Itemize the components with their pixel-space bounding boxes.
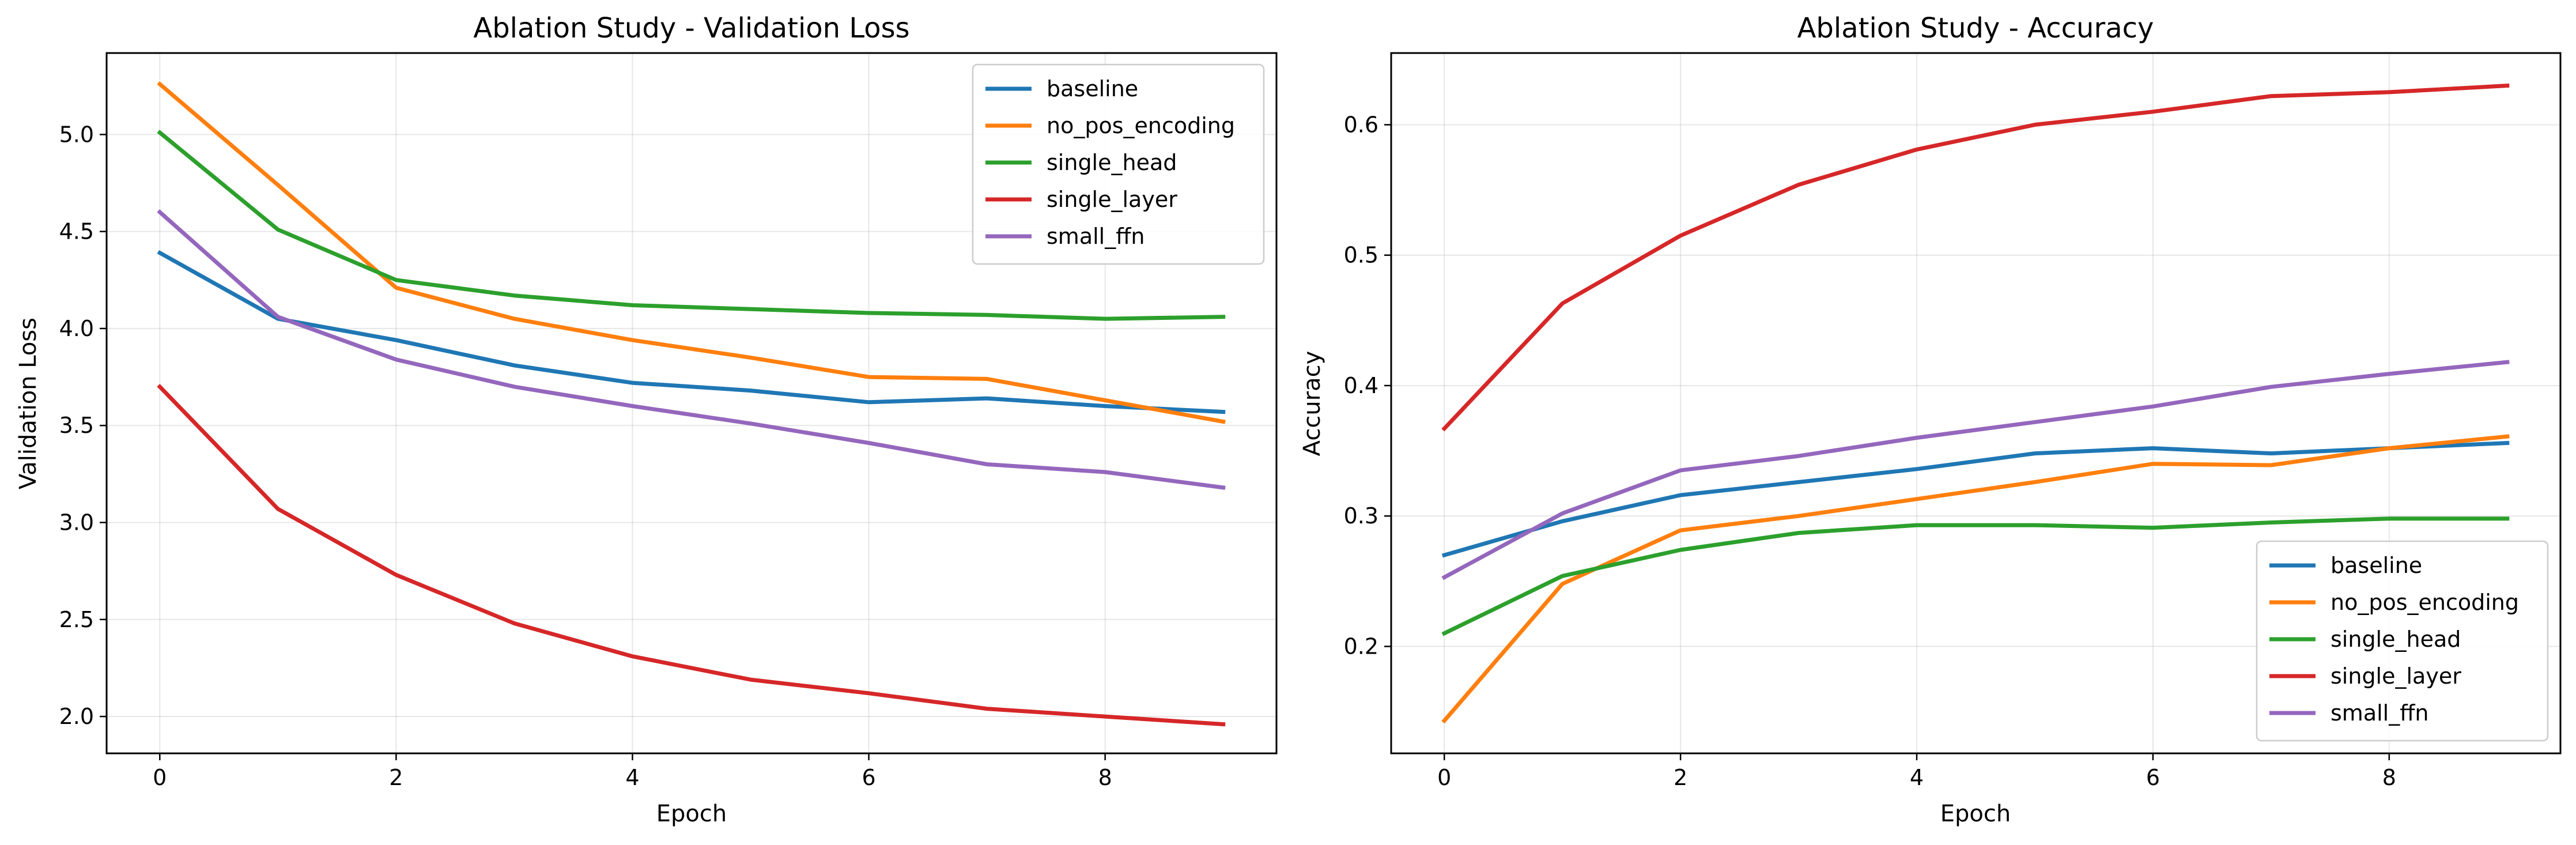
loss-x-tick-label: 6 bbox=[862, 765, 875, 790]
loss-y-tick-label: 5.0 bbox=[59, 122, 94, 147]
accuracy-series-small-ffn-line bbox=[1441, 360, 2510, 580]
accuracy-series-no-pos-encoding-line bbox=[1441, 434, 2510, 724]
accuracy-x-tick-label: 8 bbox=[2382, 765, 2396, 790]
accuracy-grid bbox=[1391, 53, 2560, 753]
accuracy-y-tick-label: 0.3 bbox=[1344, 503, 1378, 529]
loss-y-tick-label: 2.5 bbox=[59, 607, 94, 632]
loss-legend-box bbox=[972, 63, 1265, 265]
loss-x-tick-label: 2 bbox=[389, 765, 403, 790]
loss-y-tick-label: 4.0 bbox=[59, 316, 94, 341]
loss-chart-panel: Ablation Study - Validation Loss 0 2 4 6 8 2.… bbox=[15, 12, 1278, 827]
accuracy-series-baseline-line bbox=[1441, 440, 2510, 558]
accuracy-y-tick-label: 0.4 bbox=[1344, 373, 1378, 398]
accuracy-legend-label-no-pos-encoding: no_pos_encoding bbox=[2331, 590, 2519, 615]
loss-series-small-ffn-line bbox=[157, 209, 1226, 490]
loss-legend-label-baseline: baseline bbox=[1047, 76, 1138, 101]
accuracy-legend-label-single-head: single_head bbox=[2331, 627, 2461, 652]
accuracy-x-tick-label: 2 bbox=[1674, 765, 1687, 790]
loss-legend-label-single-layer: single_layer bbox=[1047, 187, 1177, 212]
accuracy-x-axis-label: Epoch bbox=[1940, 801, 2011, 827]
loss-legend-label-single-head: single_head bbox=[1047, 150, 1177, 175]
loss-x-tick-label: 8 bbox=[1098, 765, 1112, 790]
loss-series-single-head-line bbox=[157, 130, 1226, 321]
accuracy-series-single-layer-line bbox=[1441, 83, 2510, 432]
accuracy-legend-label-single-layer: single_layer bbox=[2331, 663, 2461, 689]
accuracy-x-tick-label: 0 bbox=[1437, 765, 1451, 790]
loss-series-baseline-line bbox=[157, 250, 1226, 414]
accuracy-y-tick-label: 0.6 bbox=[1344, 112, 1378, 137]
loss-x-tick-label: 4 bbox=[625, 765, 639, 790]
accuracy-chart-panel: Ablation Study - Accuracy 0 2 4 6 8 0.2 0.3 0.4… bbox=[1299, 12, 2562, 827]
accuracy-legend-label-small-ffn: small_ffn bbox=[2331, 700, 2428, 726]
loss-ticks: 0 2 4 6 8 2.0 2.5 3.0 3.5 4.0 4.5 5.0 bbox=[59, 122, 1112, 790]
loss-series-group bbox=[157, 81, 1226, 727]
loss-legend-label-small-ffn: small_ffn bbox=[1047, 224, 1145, 249]
loss-legend-label-no-pos-encoding: no_pos_encoding bbox=[1047, 113, 1235, 138]
loss-series-no-pos-encoding-line bbox=[157, 81, 1226, 424]
accuracy-legend-label-baseline: baseline bbox=[2331, 553, 2422, 578]
loss-legend: baseline no_pos_encoding single_headsingle… bbox=[972, 63, 1265, 265]
loss-chart-title: Ablation Study - Validation Loss bbox=[473, 12, 909, 44]
accuracy-y-axis-label: Accuracy bbox=[1299, 351, 1325, 457]
loss-y-tick-label: 2.0 bbox=[59, 704, 94, 729]
accuracy-y-tick-label: 0.5 bbox=[1344, 243, 1378, 268]
accuracy-chart-title: Ablation Study - Accuracy bbox=[1797, 12, 2154, 44]
accuracy-ticks: 0 2 4 6 8 0.2 0.3 0.4 0.5 0.6 bbox=[1344, 112, 2396, 790]
accuracy-series-group bbox=[1441, 83, 2510, 724]
loss-x-tick-label: 0 bbox=[153, 765, 167, 790]
accuracy-series-single-head-line bbox=[1441, 516, 2510, 636]
accuracy-y-tick-label: 0.2 bbox=[1344, 633, 1378, 659]
loss-x-axis-label: Epoch bbox=[656, 801, 727, 827]
loss-y-axis-label: Validation Loss bbox=[15, 318, 41, 489]
accuracy-legend-box bbox=[2256, 540, 2549, 742]
loss-y-tick-label: 4.5 bbox=[59, 219, 94, 244]
loss-y-tick-label: 3.0 bbox=[59, 510, 94, 535]
loss-series-single-layer-line bbox=[157, 383, 1226, 727]
accuracy-x-tick-label: 4 bbox=[1910, 765, 1924, 790]
accuracy-x-tick-label: 6 bbox=[2146, 765, 2160, 790]
accuracy-plot-frame bbox=[1390, 52, 2562, 755]
accuracy-legend: baseline no_pos_encoding single_headsingle… bbox=[2256, 540, 2549, 742]
loss-y-tick-label: 3.5 bbox=[59, 413, 94, 438]
loss-plot-frame bbox=[105, 52, 1278, 755]
